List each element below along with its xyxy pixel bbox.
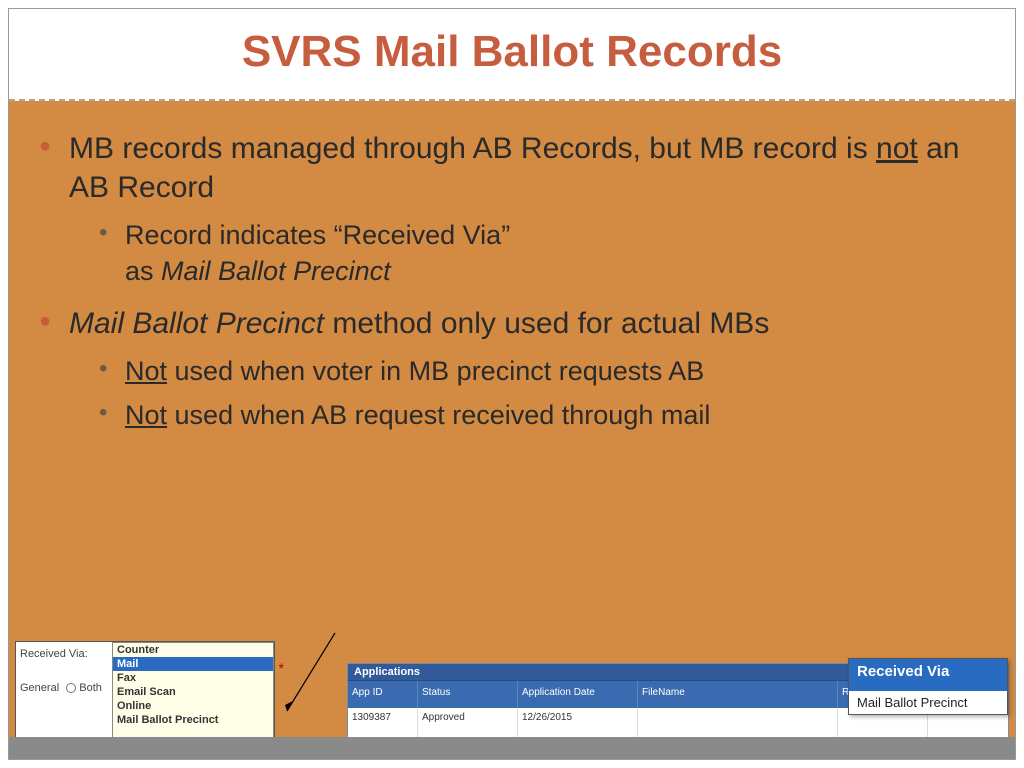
dropdown-labels: Received Via: General Both xyxy=(16,642,112,740)
sub-bullet-text: Record indicates “Received Via” xyxy=(125,220,510,250)
applications-column-header: FileName xyxy=(638,681,838,708)
body-area: MB records managed through AB Records, b… xyxy=(9,101,1015,759)
applications-grid-screenshot: Applications App IDStatusApplication Dat… xyxy=(347,663,1009,741)
sub-bullet-text: used when voter in MB precinct requests … xyxy=(167,356,704,386)
footer-bar xyxy=(9,737,1015,759)
sub-bullet-text: as xyxy=(125,256,161,286)
radio-icon xyxy=(66,683,76,693)
bullet-text-italic: Mail Ballot Precinct xyxy=(69,307,324,340)
dropdown-option: Email Scan xyxy=(113,685,273,699)
dropdown-option: Mail xyxy=(113,657,273,671)
callout-arrow-icon xyxy=(283,631,337,721)
received-via-header: Received Via xyxy=(849,659,1007,691)
applications-cell: 12/26/2015 xyxy=(518,708,638,740)
general-label: General Both xyxy=(20,682,108,694)
received-via-cell-popup: Received Via Mail Ballot Precinct xyxy=(848,658,1008,715)
bullet-text: method only used for actual MBs xyxy=(324,307,769,340)
bullet-item: Mail Ballot Precinct method only used fo… xyxy=(33,304,991,434)
sub-bullet-text: used when AB request received through ma… xyxy=(167,400,710,430)
dropdown-option: Mail Ballot Precinct xyxy=(113,713,273,727)
received-via-label: Received Via: xyxy=(20,648,108,660)
bullet-list-level1: MB records managed through AB Records, b… xyxy=(33,129,991,434)
slide-title: SVRS Mail Ballot Records xyxy=(9,27,1015,77)
dropdown-option: Fax xyxy=(113,671,273,685)
applications-column-header: Status xyxy=(418,681,518,708)
dropdown-option: Counter xyxy=(113,643,273,657)
bullet-text-underline: not xyxy=(876,132,918,165)
sub-bullet-item: Not used when AB request received throug… xyxy=(69,397,991,433)
applications-cell: Approved xyxy=(418,708,518,740)
bullet-list-level2: Not used when voter in MB precinct reque… xyxy=(69,353,991,434)
bullet-item: MB records managed through AB Records, b… xyxy=(33,129,991,290)
applications-cell: 1309387 xyxy=(348,708,418,740)
received-via-value: Mail Ballot Precinct xyxy=(849,691,1007,714)
dropdown-option: Online xyxy=(113,699,273,713)
sub-bullet-text-underline: Not xyxy=(125,400,167,430)
sub-bullet-text-italic: Mail Ballot Precinct xyxy=(161,256,391,286)
bullet-text: MB records managed through AB Records, b… xyxy=(69,132,876,165)
applications-cell xyxy=(638,708,838,740)
screenshot-row: Received Via: General Both CounterMailFa… xyxy=(15,641,1009,741)
applications-column-header: App ID xyxy=(348,681,418,708)
bullet-list-level2: Record indicates “Received Via” as Mail … xyxy=(69,217,991,290)
slide-container: SVRS Mail Ballot Records MB records mana… xyxy=(8,8,1016,760)
general-label-text: General xyxy=(20,682,59,694)
sub-bullet-item: Record indicates “Received Via” as Mail … xyxy=(69,217,991,290)
sub-bullet-text-underline: Not xyxy=(125,356,167,386)
received-via-dropdown-screenshot: Received Via: General Both CounterMailFa… xyxy=(15,641,275,741)
sub-bullet-item: Not used when voter in MB precinct reque… xyxy=(69,353,991,389)
radio-label: Both xyxy=(79,682,102,694)
title-area: SVRS Mail Ballot Records xyxy=(9,9,1015,101)
applications-column-header: Application Date xyxy=(518,681,638,708)
dropdown-options-list: CounterMailFaxEmail ScanOnlineMail Ballo… xyxy=(112,642,274,740)
